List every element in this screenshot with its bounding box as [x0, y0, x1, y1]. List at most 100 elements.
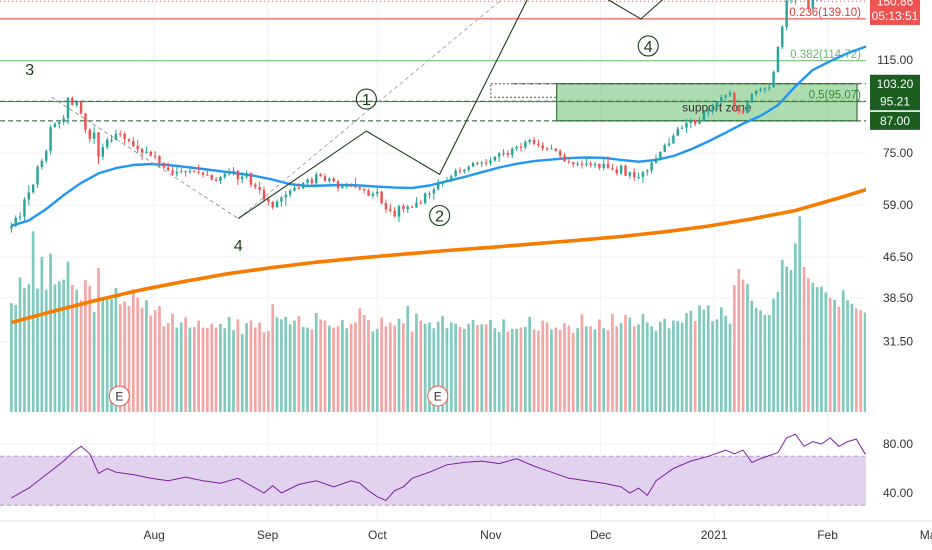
candle	[733, 91, 736, 112]
candle	[641, 170, 645, 183]
candle	[371, 191, 375, 199]
candle-body	[811, 0, 814, 8]
candle	[362, 187, 366, 194]
candle-body	[741, 110, 745, 114]
candle-body	[127, 139, 131, 141]
candle	[349, 183, 353, 188]
volume-bar	[641, 313, 645, 412]
earnings-icon[interactable]	[427, 385, 449, 407]
candle	[293, 185, 296, 192]
candle	[685, 119, 688, 133]
volume-bar	[284, 316, 288, 412]
candle-body	[659, 151, 662, 159]
time-tick-label: Sep	[257, 528, 279, 542]
candle	[663, 143, 666, 153]
candle-body	[180, 171, 183, 173]
candle	[380, 190, 383, 205]
volume-bar	[554, 327, 558, 412]
time-tick-label: Feb	[817, 528, 838, 542]
candle	[763, 87, 767, 94]
volume-bar	[349, 323, 353, 412]
candle-body	[807, 0, 810, 8]
volume-bar	[776, 291, 780, 412]
candle	[519, 142, 523, 152]
candle-body	[545, 148, 549, 150]
price-tick-label: 115.00	[877, 53, 913, 67]
volume-bar	[171, 313, 174, 412]
volume-bar	[110, 299, 113, 412]
candle-body	[380, 191, 383, 204]
candle	[436, 179, 440, 191]
candle	[458, 167, 462, 174]
candle	[184, 170, 187, 177]
rsi-pane	[0, 433, 892, 506]
candle-body	[219, 176, 222, 181]
candle	[18, 212, 22, 221]
volume-bar	[280, 319, 283, 412]
volume-bar	[258, 322, 261, 412]
candle-body	[450, 176, 453, 181]
volume-bar	[341, 319, 344, 412]
volume-bar	[105, 299, 109, 412]
candle	[728, 89, 732, 98]
candle-body	[71, 97, 74, 106]
volume-bar	[728, 323, 732, 412]
volume-bar	[846, 300, 849, 412]
wave-label: 4	[234, 238, 243, 255]
candle	[541, 142, 544, 152]
candle	[114, 129, 118, 141]
candle-body	[511, 148, 514, 155]
volume-bar	[611, 313, 614, 412]
candle-body	[554, 148, 558, 151]
volume-bar	[719, 307, 723, 412]
volume-bar	[23, 288, 26, 412]
volume-bar	[615, 326, 619, 412]
volume-bar	[367, 319, 370, 412]
candle-body	[105, 139, 109, 148]
candle	[140, 147, 144, 161]
candle	[79, 100, 83, 115]
volume-bar	[371, 331, 375, 412]
candle	[297, 183, 301, 190]
candlesticks	[10, 0, 884, 233]
volume-bar	[471, 319, 475, 412]
candle	[376, 186, 379, 198]
candle	[393, 207, 396, 218]
earnings-icon[interactable]	[108, 385, 130, 407]
volume-bar	[850, 303, 854, 412]
price-tag-bg	[870, 111, 920, 130]
candle-body	[537, 143, 540, 146]
candle	[689, 118, 693, 129]
volume-bar	[489, 319, 492, 412]
candle	[550, 144, 553, 150]
volume-bar	[580, 314, 584, 412]
volume-bar	[162, 326, 166, 412]
candle-body	[245, 173, 248, 177]
candle	[254, 182, 257, 190]
candle	[454, 168, 457, 177]
fib-label: 0.236(139.10)	[789, 7, 861, 19]
candle-body	[267, 199, 270, 202]
volume-bar	[820, 286, 823, 412]
candle-body	[524, 142, 527, 148]
candle	[23, 197, 26, 221]
candle	[515, 145, 518, 152]
volume-bar	[184, 317, 187, 412]
candle	[188, 166, 192, 174]
volume-bar	[645, 322, 649, 412]
candle	[746, 99, 749, 114]
volume-bar	[75, 289, 79, 412]
volume-bar	[384, 326, 388, 412]
candle-body	[454, 170, 457, 177]
volume-bar	[763, 315, 767, 412]
volume-bar	[576, 328, 579, 412]
volume-bar	[214, 327, 218, 412]
volume-bar	[750, 300, 754, 412]
candle-body	[497, 153, 501, 157]
time-axis[interactable]: Aug Sep Oct Nov Dec 2021 Feb Mar	[0, 520, 932, 542]
candle	[92, 126, 96, 145]
